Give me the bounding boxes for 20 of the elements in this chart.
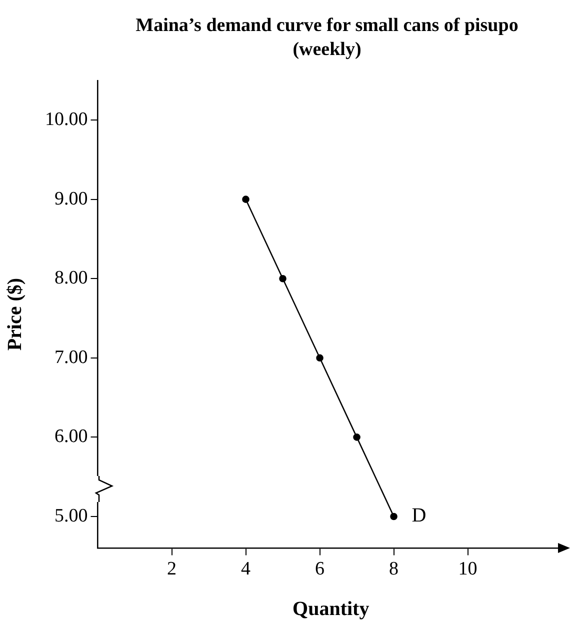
annotation: D bbox=[412, 504, 426, 526]
x-axis-title: Quantity bbox=[292, 598, 370, 620]
x-tick-label: 4 bbox=[241, 558, 252, 580]
point bbox=[242, 195, 250, 202]
y-tick-label: 6.00 bbox=[54, 426, 88, 447]
x-tick-label: 8 bbox=[389, 558, 399, 580]
y-axis-title: Price ($) bbox=[4, 277, 26, 350]
chart-title: Maina’s demand curve for small cans of pisupo (weekly) bbox=[134, 14, 520, 62]
y-tick-label: 7.00 bbox=[54, 346, 88, 368]
x-tick-label: 6 bbox=[315, 558, 325, 580]
y-tick-label: 8.00 bbox=[54, 267, 88, 288]
point bbox=[279, 274, 286, 282]
x-tick-label: 2 bbox=[167, 558, 177, 580]
point bbox=[390, 512, 398, 520]
x-tick-label: 10 bbox=[458, 558, 478, 580]
point bbox=[353, 433, 360, 440]
point bbox=[316, 354, 324, 362]
y-tick-label: 9.00 bbox=[54, 188, 88, 209]
y-tick-label: 10.00 bbox=[45, 108, 88, 130]
y-tick-label: 5.00 bbox=[54, 504, 88, 526]
